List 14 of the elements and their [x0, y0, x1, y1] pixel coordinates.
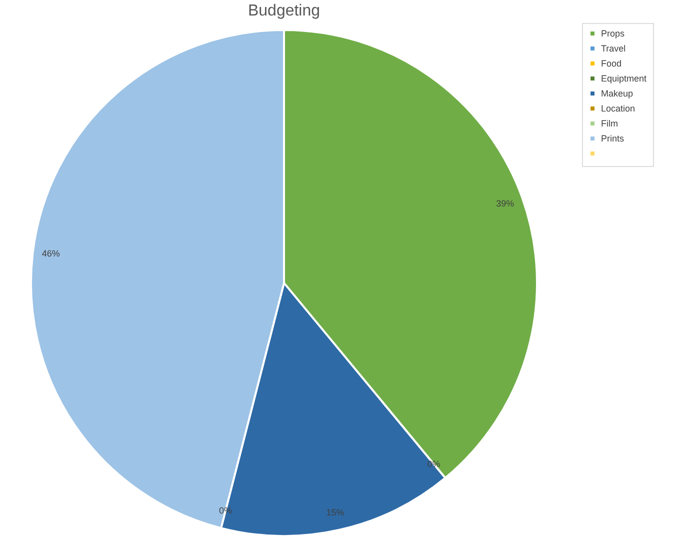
- data-label: 15%: [326, 507, 344, 518]
- text: 0%: [427, 459, 440, 470]
- data-label: 46%: [42, 248, 60, 259]
- legend-label: Props: [601, 28, 626, 38]
- legend-label: Film: [601, 118, 618, 128]
- data-label: 39%: [496, 198, 514, 208]
- legend-label: Equiptment: [601, 74, 648, 84]
- text: 0%: [219, 506, 232, 516]
- legend-label: Food: [601, 58, 622, 68]
- legend-label: Location: [601, 104, 636, 114]
- chart-title: Budgeting: [248, 2, 320, 20]
- legend-label: Prints: [601, 134, 625, 144]
- legend-label: Makeup: [601, 88, 634, 98]
- legend-label: Travel: [601, 44, 626, 54]
